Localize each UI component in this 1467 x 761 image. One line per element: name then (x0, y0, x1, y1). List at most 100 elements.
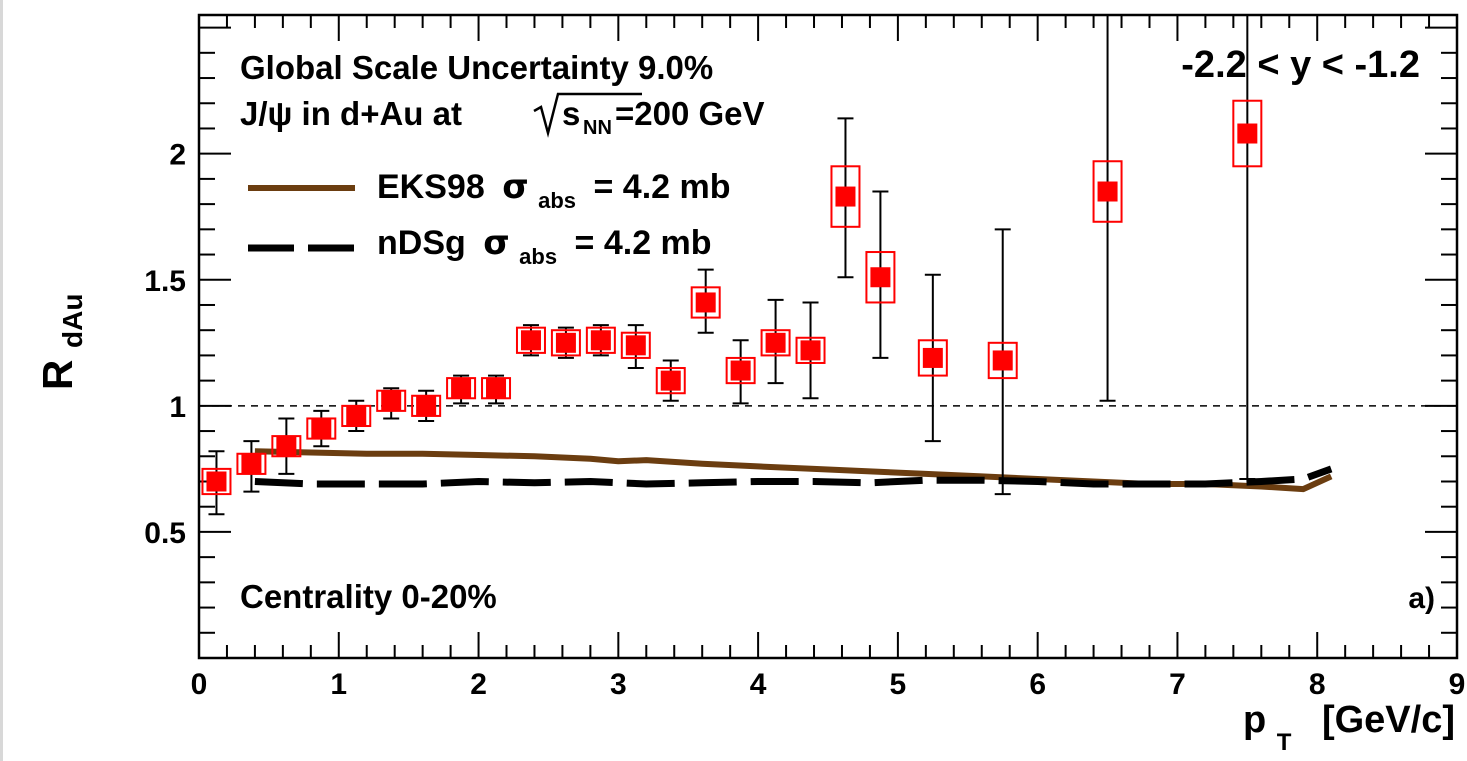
model-curves (254, 448, 1333, 493)
data-marker (922, 347, 943, 368)
legend-eks98-name: EKS98 (377, 168, 485, 206)
systematic-box (865, 251, 896, 304)
data-marker (660, 370, 681, 391)
legend-label-ndsg: nDSg σ abs = 4.2 mb (377, 223, 712, 272)
data-marker (555, 332, 576, 353)
data-marker (520, 330, 541, 351)
y-tick-label: 0.5 (144, 517, 186, 550)
systematic-box (481, 377, 512, 400)
data-marker (416, 395, 437, 416)
system-prefix: J/ψ in d+Au at (240, 95, 462, 132)
data-marker (695, 292, 716, 313)
collision-system-label: J/ψ in d+Au at s NN =200 GeV (240, 92, 765, 139)
sqrt-sign (533, 92, 642, 138)
curve-ndsg (254, 465, 1333, 488)
legend: EKS98 σ abs = 4.2 mb nDSg σ abs = 4.2 mb (248, 167, 731, 272)
x-axis-unit: [GeV/c] (1322, 699, 1455, 741)
data-marker (590, 330, 611, 351)
systematic-box (341, 404, 372, 428)
systematic-box (201, 467, 232, 496)
legend-eks98-sigma: σ (502, 167, 528, 207)
data-marker (206, 471, 227, 492)
data-marker (835, 186, 856, 207)
systematic-box (830, 165, 861, 228)
systematic-box (725, 356, 756, 385)
legend-ndsg-name: nDSg (377, 224, 466, 262)
data-marker (346, 405, 367, 426)
systematic-box (620, 331, 651, 359)
data-marker (800, 340, 821, 361)
data-marker (451, 378, 472, 399)
x-tick-label: 5 (890, 668, 907, 701)
x-tick-label: 6 (1029, 668, 1046, 701)
x-tick-label: 2 (470, 668, 487, 701)
legend-eks98-sub: abs (538, 188, 576, 213)
data-marker (765, 332, 786, 353)
systematic-box (1232, 99, 1263, 168)
system-sub-nn: NN (583, 117, 612, 139)
systematic-box (550, 329, 581, 357)
data-marker (311, 418, 332, 439)
legend-ndsg-suffix: = 4.2 mb (575, 224, 712, 262)
systematic-box (917, 339, 948, 377)
global-uncertainty-label: Global Scale Uncertainty 9.0% (240, 49, 713, 86)
x-tick-label: 7 (1169, 668, 1186, 701)
data-marker (992, 350, 1013, 371)
y-axis-r: R (34, 360, 81, 390)
systematic-box (795, 336, 826, 364)
legend-ndsg-sigma: σ (483, 223, 509, 263)
y-axis-label: R dAu (34, 294, 88, 390)
y-tick-label: 1.5 (144, 265, 186, 298)
system-suffix: =200 GeV (615, 95, 765, 132)
systematic-box (411, 394, 442, 417)
data-marker (241, 453, 262, 474)
systematic-box (376, 389, 407, 412)
legend-eks98-suffix: = 4.2 mb (594, 168, 731, 206)
tick-labels: 0 1 2 3 4 5 6 7 8 9 0.5 1 1.5 2 (144, 139, 1465, 701)
x-tick-label: 1 (330, 668, 347, 701)
data-marker (625, 335, 646, 356)
x-tick-label: 0 (191, 668, 208, 701)
systematic-box (690, 286, 721, 319)
systematic-box (585, 326, 616, 354)
data-marker (276, 436, 297, 457)
x-tick-label: 9 (1449, 668, 1466, 701)
panel-label: a) (1408, 582, 1435, 615)
systematic-box (446, 377, 477, 400)
data-marker (870, 267, 891, 288)
data-points (201, 16, 1263, 516)
rapidity-label: -2.2 < y < -1.2 (1181, 44, 1420, 86)
legend-label-eks98: EKS98 σ abs = 4.2 mb (377, 167, 731, 216)
x-axis-p: p (1243, 699, 1266, 741)
curve-eks98 (254, 448, 1333, 493)
axis-ticks (198, 15, 1458, 658)
x-tick-label: 4 (750, 668, 767, 701)
systematic-box (236, 452, 267, 475)
data-marker (381, 390, 402, 411)
x-axis-sub: T (1277, 729, 1292, 756)
systematic-box (1092, 160, 1123, 223)
legend-ndsg-sub: abs (519, 244, 557, 269)
systematic-box (515, 326, 546, 354)
data-marker (1097, 181, 1118, 202)
centrality-label: Centrality 0-20% (240, 578, 497, 615)
y-axis-sub: dAu (57, 294, 88, 348)
systematic-box (987, 341, 1018, 380)
systematic-box (760, 329, 791, 357)
systematic-box (271, 435, 302, 458)
x-tick-label: 3 (610, 668, 627, 701)
data-marker (486, 378, 507, 399)
systematic-box (306, 417, 337, 440)
data-marker (1237, 123, 1258, 144)
data-marker (730, 360, 751, 381)
systematic-box (655, 367, 686, 395)
x-tick-label: 8 (1309, 668, 1326, 701)
plot-frame (197, 13, 1459, 660)
system-sqrt-s: s (562, 95, 580, 132)
y-tick-label: 1 (169, 391, 186, 424)
y-tick-label: 2 (169, 139, 186, 172)
x-axis-label: p T [GeV/c] (1243, 699, 1455, 759)
frame-edge (0, 0, 3, 761)
